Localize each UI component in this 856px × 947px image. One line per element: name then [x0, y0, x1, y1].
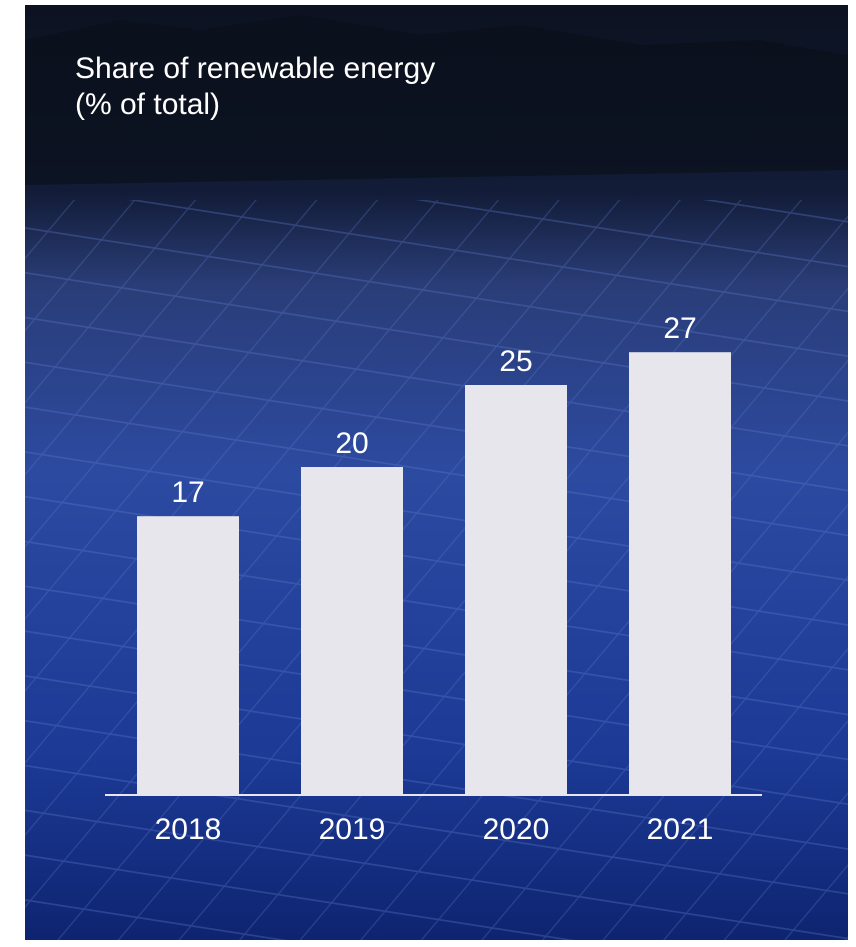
chart-title: Share of renewable energy — [75, 52, 435, 85]
chart: Share of renewable energy (% of total) 2… — [0, 0, 856, 947]
bar — [465, 385, 567, 795]
data-label: 27 — [663, 312, 696, 345]
data-label: 25 — [499, 345, 532, 378]
bar — [629, 352, 731, 795]
data-label: 20 — [335, 427, 368, 460]
x-tick-label: 2021 — [647, 813, 714, 846]
x-tick-label: 2018 — [155, 813, 222, 846]
bar — [301, 467, 403, 795]
bar — [137, 516, 239, 795]
chart-subtitle: (% of total) — [75, 88, 220, 121]
data-label: 17 — [171, 476, 204, 509]
x-tick-label: 2020 — [483, 813, 550, 846]
x-tick-label: 2019 — [319, 813, 386, 846]
